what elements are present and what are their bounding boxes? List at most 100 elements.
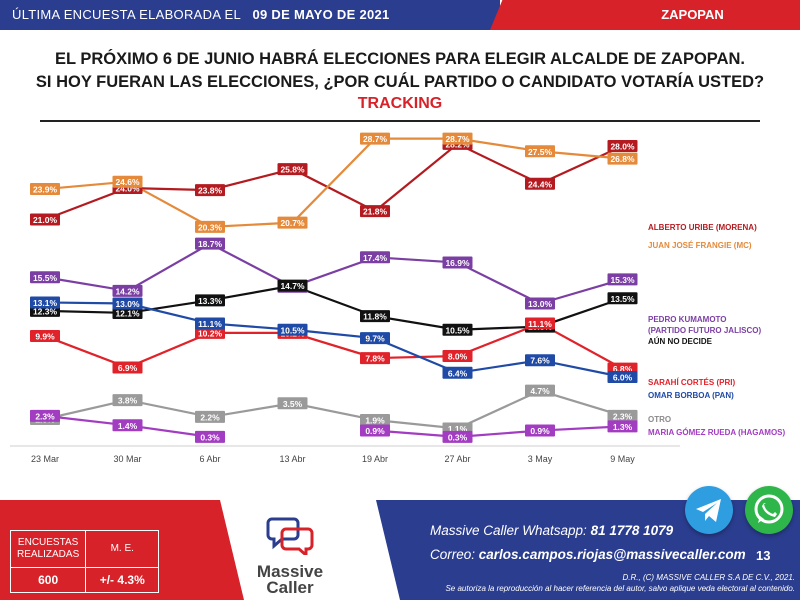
data-label: 24.6%: [115, 177, 140, 187]
data-label: 25.8%: [280, 165, 305, 175]
legal-line-2: Se autoriza la reproducción al hacer ref…: [445, 584, 795, 593]
data-label: 11.1%: [528, 319, 552, 329]
series-name-label: SARAHÍ CORTÉS (PRI): [648, 378, 735, 387]
contact-info: Massive Caller Whatsapp: 81 1778 1079 Co…: [430, 519, 746, 567]
top-banner: ÚLTIMA ENCUESTA ELABORADA EL 09 DE MAYO …: [0, 0, 800, 32]
data-label: 0.9%: [365, 426, 385, 436]
data-label: 13.1%: [33, 298, 58, 308]
data-label-box: [277, 323, 308, 336]
question: EL PRÓXIMO 6 DE JUNIO HABRÁ ELECCIONES P…: [0, 48, 800, 94]
data-label: 11.8%: [363, 312, 387, 322]
whatsapp-contact: Massive Caller Whatsapp: 81 1778 1079: [430, 519, 746, 543]
series-name-label: ALBERTO URIBE (MORENA): [648, 223, 757, 232]
data-label: 17.4%: [363, 253, 388, 263]
data-label: 28.7%: [363, 134, 388, 144]
data-label: 23.9%: [33, 185, 58, 195]
data-label-box: [112, 175, 143, 188]
data-label-box: [360, 352, 390, 365]
data-label-box: [360, 205, 390, 218]
data-label-box: [525, 145, 555, 158]
data-label-box: [195, 326, 225, 339]
data-label: 7.6%: [530, 356, 550, 366]
data-label-box: [525, 177, 555, 190]
massive-caller-logo: Massive Caller: [240, 515, 340, 596]
whatsapp-label: Massive Caller Whatsapp:: [430, 523, 587, 538]
data-label: 21.0%: [33, 215, 58, 225]
whatsapp-icon[interactable]: [745, 486, 793, 534]
series-name-label: PEDRO KUMAMOTO: [648, 315, 727, 324]
data-label: 7.8%: [365, 354, 385, 364]
data-label: 21.8%: [363, 207, 388, 217]
data-label-box: [112, 394, 143, 407]
legal-line-1: D.R., (C) MASSIVE CALLER S.A DE C.V., 20…: [622, 573, 796, 582]
data-label: 15.3%: [610, 275, 635, 285]
data-label: 9.7%: [365, 334, 385, 344]
data-label-box: [112, 306, 143, 319]
data-label: 27.5%: [528, 147, 553, 157]
data-label-box: [30, 409, 60, 422]
series-line: [374, 425, 623, 438]
data-label: 2.3%: [35, 411, 55, 421]
data-label: 14.7%: [280, 281, 305, 291]
data-label: 28.7%: [445, 134, 470, 144]
series-name-label: AÚN NO DECIDE: [648, 337, 713, 346]
stats-surveys-value: 600: [9, 567, 87, 593]
data-label: 12.1%: [115, 308, 140, 318]
data-label: 2.3%: [613, 411, 633, 421]
stats-header-margin: M. E.: [85, 530, 160, 568]
data-label-box: [30, 271, 60, 284]
x-tick-label: 13 Abr: [279, 454, 305, 464]
telegram-icon[interactable]: [685, 486, 733, 534]
email-address[interactable]: carlos.campos.riojas@massivecaller.com: [478, 547, 746, 562]
logo-line-1: Massive: [256, 562, 324, 581]
email-contact: Correo: carlos.campos.riojas@massivecall…: [430, 543, 746, 567]
data-label: 13.3%: [198, 296, 223, 306]
title-divider: [40, 120, 760, 122]
data-label: 24.4%: [528, 179, 553, 189]
x-tick-label: 9 May: [610, 454, 635, 464]
data-label: 13.5%: [610, 294, 635, 304]
data-label-box: [30, 183, 60, 196]
x-tick-label: 19 Abr: [362, 454, 388, 464]
data-label: 2.2%: [200, 412, 220, 422]
data-label-box: [360, 332, 390, 345]
data-label-box: [607, 273, 638, 286]
data-label: 10.5%: [445, 325, 470, 335]
data-label: 28.0%: [610, 142, 635, 152]
series-name-label: MARIA GÓMEZ RUEDA (HAGAMOS): [648, 428, 786, 437]
data-label: 6.8%: [613, 364, 633, 374]
data-label-box: [112, 419, 143, 432]
data-label-box: [277, 279, 308, 292]
data-label-box: [112, 361, 143, 374]
tracking-label: TRACKING: [357, 95, 443, 112]
data-label: 1.3%: [613, 422, 633, 432]
data-label-box: [525, 317, 555, 330]
series-name-label: OMAR BORBOA (PAN): [648, 391, 734, 400]
data-label: 16.9%: [445, 258, 470, 268]
stats-margin-value: +/- 4.3%: [85, 567, 160, 593]
data-label: 15.5%: [33, 273, 58, 283]
data-label-box: [607, 371, 638, 383]
data-label-box: [195, 410, 225, 423]
x-tick-label: 27 Abr: [444, 454, 470, 464]
tracking-line-chart: 23 Mar 30 Mar 6 Abr 13 Abr 19 Abr 27 Abr 3 May…: [10, 132, 786, 464]
data-label: 1.9%: [365, 416, 385, 426]
data-label: 3.5%: [283, 399, 303, 409]
data-label-box: [442, 323, 473, 336]
data-label: 23.8%: [198, 186, 223, 196]
data-label-box: [195, 184, 225, 197]
data-label: 24.0%: [115, 184, 140, 194]
data-label: 9.9%: [35, 332, 55, 342]
survey-date: 09 DE MAYO DE 2021: [252, 7, 390, 22]
survey-date-label: ÚLTIMA ENCUESTA ELABORADA EL: [12, 7, 241, 22]
city-name: ZAPOPAN: [661, 7, 724, 22]
data-label-box: [607, 292, 638, 305]
data-label: 14.2%: [115, 286, 140, 296]
email-label: Correo:: [430, 547, 476, 562]
data-label-box: [525, 384, 555, 397]
data-label-box: [442, 256, 473, 269]
data-label-box: [525, 354, 555, 367]
footer: [0, 500, 800, 600]
whatsapp-number[interactable]: 81 1778 1079: [590, 523, 674, 538]
survey-date-bar: ÚLTIMA ENCUESTA ELABORADA EL 09 DE MAYO …: [0, 0, 500, 30]
